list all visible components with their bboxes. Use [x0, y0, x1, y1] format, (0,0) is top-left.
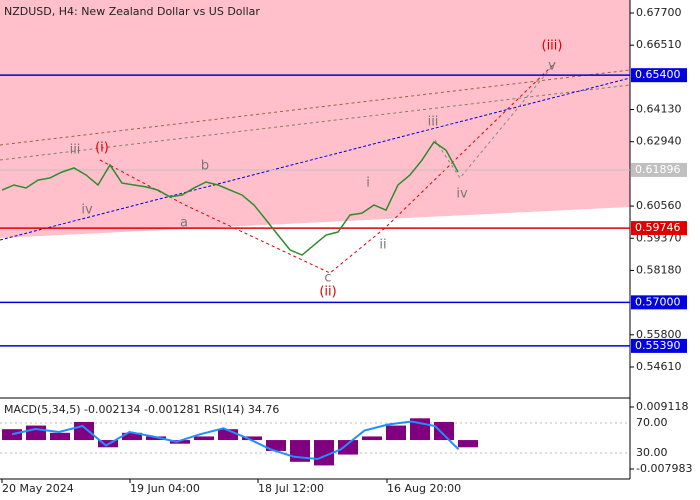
wave-label: iii — [428, 115, 439, 130]
macd-bar — [242, 436, 262, 441]
wave-label: v — [548, 59, 556, 74]
channel-line — [0, 77, 631, 241]
y-tick-label: -0.007983 — [636, 462, 692, 475]
y-tick-label: 30.00 — [636, 446, 668, 459]
x-tick-label: 20 May 2024 — [2, 482, 74, 495]
macd-bar — [74, 421, 94, 441]
x-tick-label: 16 Aug 20:00 — [387, 482, 461, 495]
level-label: 0.61896 — [635, 163, 681, 176]
level-label: 0.55390 — [635, 339, 681, 352]
price-line — [1, 140, 459, 256]
macd-bar — [170, 440, 190, 444]
level-label: 0.59746 — [635, 221, 681, 234]
level-box — [631, 295, 687, 310]
wave-label: a — [180, 216, 188, 231]
wave-label: c — [324, 271, 331, 286]
wave-label: iv — [456, 187, 468, 202]
y-tick-label: 0.55800 — [636, 328, 682, 341]
macd-bar — [386, 425, 406, 441]
y-tick-label: 0.009118 — [636, 400, 689, 413]
y-tick-label: 0.54610 — [636, 360, 682, 373]
macd-bar — [434, 421, 454, 441]
wave-label: iv — [81, 203, 93, 218]
level-box — [631, 221, 687, 236]
x-tick-label: 18 Jul 12:00 — [258, 482, 324, 495]
macd-bar — [2, 429, 22, 441]
trend-line — [0, 69, 631, 146]
level-label: 0.65400 — [635, 68, 681, 81]
indicator-title: MACD(5,34,5) -0.002134 -0.001281 RSI(14)… — [4, 403, 279, 416]
target-zone — [0, 0, 630, 238]
level-label: 0.57000 — [635, 295, 681, 308]
y-tick-label: 0.66510 — [636, 38, 682, 51]
wave-label: iii — [70, 143, 81, 158]
macd-bar — [50, 432, 70, 441]
y-tick-label: 70.00 — [636, 416, 668, 429]
trend-line — [0, 84, 631, 161]
macd-bar — [26, 425, 46, 441]
x-tick-label: 19 Jun 04:00 — [130, 482, 200, 495]
macd-bar — [194, 436, 214, 441]
y-tick-label: 0.60560 — [636, 199, 682, 212]
macd-bar — [266, 440, 286, 451]
wave-path — [434, 62, 556, 179]
wave-label: i — [366, 176, 370, 191]
level-box — [631, 162, 687, 177]
level-box — [631, 338, 687, 353]
macd-bar — [338, 440, 358, 455]
y-tick-label: 0.58180 — [636, 263, 682, 276]
y-tick-label: 0.67700 — [636, 6, 682, 19]
y-tick-label: 0.62940 — [636, 135, 682, 148]
rsi-line — [11, 420, 460, 461]
wave-label: (ii) — [319, 285, 336, 300]
wave-label: (iii) — [542, 39, 563, 54]
chart-title: NZDUSD, H4: New Zealand Dollar vs US Dol… — [4, 5, 260, 18]
wave-label: (i) — [95, 141, 109, 156]
macd-bar — [218, 429, 238, 441]
macd-bar — [122, 432, 142, 441]
level-box — [631, 68, 687, 83]
macd-bar — [458, 440, 478, 448]
wave-label: b — [201, 159, 209, 174]
macd-bar — [362, 436, 382, 441]
wave-label: ii — [379, 238, 386, 253]
y-tick-label: 0.64130 — [636, 103, 682, 116]
macd-bar — [146, 436, 166, 441]
